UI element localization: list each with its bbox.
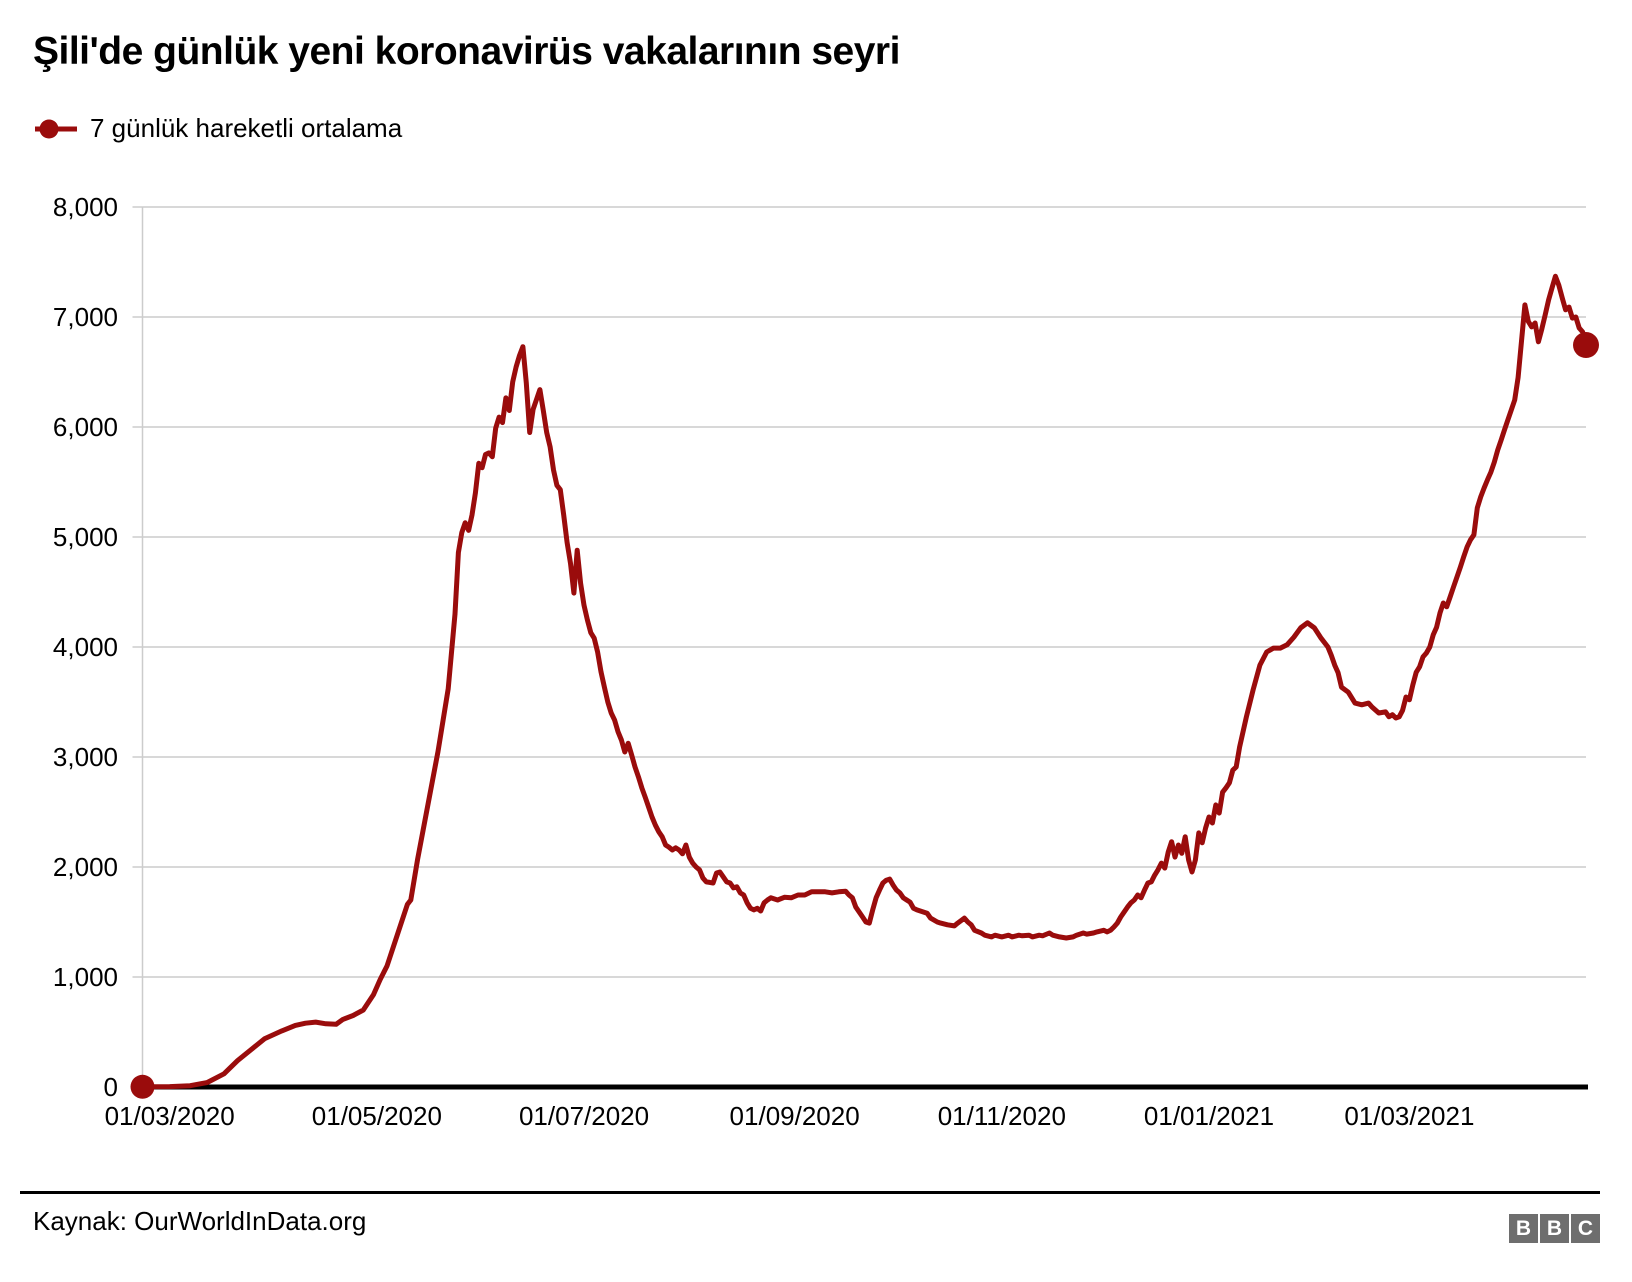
x-axis-tick-label: 01/03/2021 <box>1344 1101 1474 1131</box>
y-axis-tick-label: 7,000 <box>53 302 118 332</box>
series-start-marker-dot <box>130 1074 155 1099</box>
bbc-logo-block-b2: B <box>1540 1214 1569 1243</box>
series-line <box>140 273 1589 1090</box>
x-axis-tick-label: 01/07/2020 <box>519 1101 649 1131</box>
y-axis-tick-label: 5,000 <box>53 522 118 552</box>
x-axis-tick-label: 01/03/2020 <box>105 1101 235 1131</box>
x-axis-tick-label: 01/11/2020 <box>938 1101 1066 1131</box>
y-axis-tick-label: 2,000 <box>53 852 118 882</box>
y-axis-tick-label: 6,000 <box>53 412 118 442</box>
legend: 7 günlük hareketli ortalama <box>33 113 402 144</box>
series-end-marker-dot <box>1573 332 1599 359</box>
y-axis-tick-label: 0 <box>104 1072 118 1102</box>
y-axis-tick-label: 3,000 <box>53 742 118 772</box>
legend-label: 7 günlük hareketli ortalama <box>90 113 403 143</box>
bbc-logo-block-b1: B <box>1509 1214 1538 1243</box>
footer-divider <box>20 1191 1600 1194</box>
x-axis-tick-label: 01/05/2020 <box>312 1101 442 1131</box>
legend-line-dot-icon <box>35 119 77 138</box>
x-axis-tick-label: 01/09/2020 <box>730 1101 860 1131</box>
x-axis-tick-label: 01/01/2021 <box>1144 1101 1274 1131</box>
page-title: Şili'de günlük yeni koronavirüs vakaları… <box>33 30 900 73</box>
y-axis-tick-label: 1,000 <box>53 962 118 992</box>
y-axis-tick-label: 8,000 <box>53 192 118 222</box>
y-axis-tick-label: 4,000 <box>53 632 118 662</box>
bbc-logo-block-c: C <box>1571 1214 1600 1243</box>
source-text: Kaynak: OurWorldInData.org <box>33 1206 367 1236</box>
bbc-logo: B B C <box>1509 1214 1600 1243</box>
